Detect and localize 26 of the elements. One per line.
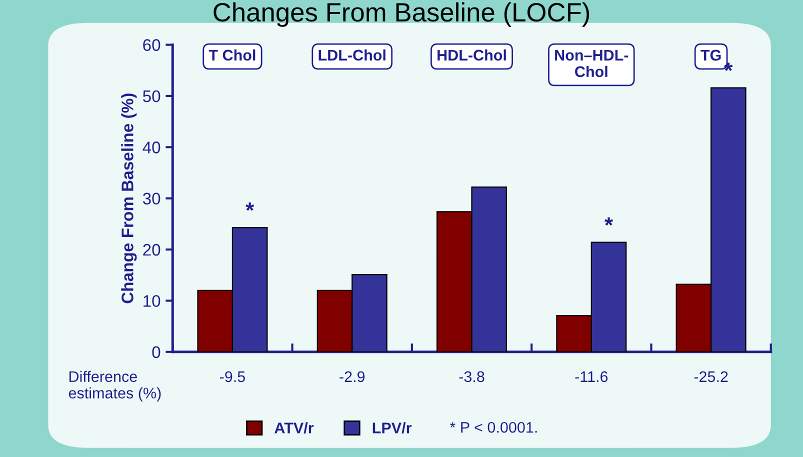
text: * P < 0.0001. bbox=[450, 422, 537, 433]
y-tick-label: 0 bbox=[152, 346, 160, 358]
annotation: * bbox=[724, 62, 733, 72]
y-axis-title: Change From Baseline (%) bbox=[121, 94, 137, 304]
y-tick-label: 60 bbox=[143, 39, 160, 51]
x-tick-label: TG bbox=[700, 50, 721, 61]
x-tick-label: LDL-Chol bbox=[318, 49, 386, 61]
legend-label: LPV/r bbox=[372, 422, 412, 434]
text: Difference estimates (%) bbox=[68, 370, 161, 402]
y-tick-label: 40 bbox=[142, 142, 160, 154]
chart-title: Changes From Baseline (LOCF) bbox=[214, 2, 590, 27]
annotation: * bbox=[246, 202, 254, 211]
text: -3.8 bbox=[459, 371, 484, 382]
text: -25.2 bbox=[694, 371, 728, 382]
y-tick-label: 30 bbox=[142, 192, 160, 205]
text: -2.9 bbox=[340, 371, 365, 382]
x-tick-label: HDL-Chol bbox=[438, 49, 506, 61]
y-tick-label: 50 bbox=[142, 90, 160, 102]
legend-label: ATV/r bbox=[274, 422, 314, 434]
text: -11.6 bbox=[575, 371, 608, 382]
y-tick-label: 20 bbox=[143, 244, 160, 256]
x-tick-label: Non–HDL- Chol bbox=[555, 50, 628, 78]
y-tick-label: 10 bbox=[144, 295, 160, 307]
x-tick-label: T Chol bbox=[208, 49, 256, 61]
text: -9.5 bbox=[220, 371, 245, 382]
annotation: * bbox=[604, 217, 614, 226]
